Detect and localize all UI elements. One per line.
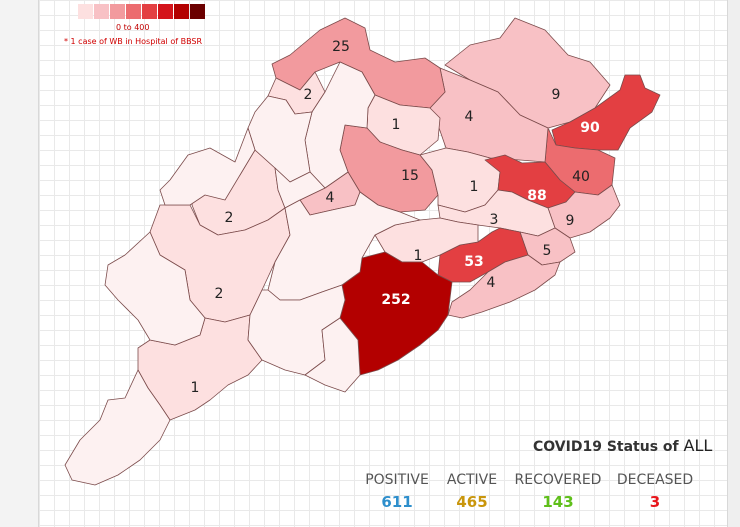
district-label-puri: 4 — [487, 275, 496, 291]
district-puri[interactable] — [447, 254, 561, 319]
color-legend — [78, 4, 206, 23]
district-label-cuttack: 3 — [490, 212, 499, 228]
district-label-balasore: 90 — [580, 120, 600, 136]
legend-swatch-8 — [190, 4, 205, 19]
legend-swatch-5 — [142, 4, 157, 19]
district-label-angul: 15 — [401, 168, 419, 184]
district-label-khordha: 53 — [464, 254, 483, 270]
stat-deceased: DECEASED 3 — [614, 472, 696, 511]
legend-swatch-3 — [110, 4, 125, 19]
stat-active-value: 465 — [456, 493, 488, 511]
district-label-ganjam: 252 — [381, 292, 410, 308]
status-title-text: COVID19 Status of — [533, 439, 679, 455]
stat-positive-value: 611 — [381, 493, 413, 511]
district-malkangiri[interactable] — [64, 369, 171, 486]
left-rail — [0, 0, 38, 527]
legend-swatch-6 — [158, 4, 173, 19]
district-nabarangpur[interactable] — [104, 231, 206, 346]
district-label-kendrapara: 9 — [566, 213, 575, 229]
legend-swatch-7 — [174, 4, 189, 19]
stat-recovered-value: 143 — [542, 493, 574, 511]
stat-positive: POSITIVE 611 — [362, 472, 432, 511]
district-label-keonjhar: 4 — [465, 109, 474, 125]
district-label-jagatsinghpur: 5 — [543, 243, 552, 259]
district-label-kalahandi: 2 — [215, 286, 224, 302]
district-gajapati[interactable] — [304, 317, 361, 393]
district-label-jharsuguda: 2 — [304, 87, 313, 103]
district-label-balangir: 2 — [225, 210, 234, 226]
district-subarnapur[interactable] — [274, 167, 326, 209]
district-label-deogarh: 1 — [392, 117, 401, 133]
stat-active-label: ACTIVE — [446, 472, 498, 488]
district-label-nayagarh: 1 — [414, 248, 423, 264]
scrollbar[interactable] — [728, 0, 740, 527]
district-label-bhadrak: 40 — [572, 169, 590, 185]
stat-recovered-label: RECOVERED — [514, 472, 602, 488]
district-nuapada[interactable] — [159, 127, 256, 206]
legend-swatch-2 — [94, 4, 109, 19]
stat-active: ACTIVE 465 — [442, 472, 502, 511]
status-title: COVID19 Status of ALL — [533, 436, 712, 455]
district-rayagada[interactable] — [247, 284, 346, 376]
district-label-mayurbhanj: 9 — [552, 87, 561, 103]
stat-deceased-label: DECEASED — [616, 472, 694, 488]
status-filter[interactable]: ALL — [683, 436, 713, 455]
district-label-boudh: 4 — [326, 190, 335, 206]
legend-range-label: 0 to 400 — [116, 23, 150, 32]
district-label-koraput: 1 — [191, 380, 200, 396]
district-label-dhenkanal: 1 — [470, 179, 479, 195]
legend-footnote: * 1 case of WB in Hospital of BBSR — [64, 37, 203, 46]
legend-swatch-4 — [126, 4, 141, 19]
stat-deceased-value: 3 — [649, 493, 661, 511]
district-label-sundargarh: 25 — [332, 39, 350, 55]
stat-positive-label: POSITIVE — [365, 472, 429, 488]
legend-swatch-1 — [78, 4, 93, 19]
district-label-jajpur: 88 — [527, 188, 546, 204]
stat-recovered: RECOVERED 143 — [512, 472, 604, 511]
